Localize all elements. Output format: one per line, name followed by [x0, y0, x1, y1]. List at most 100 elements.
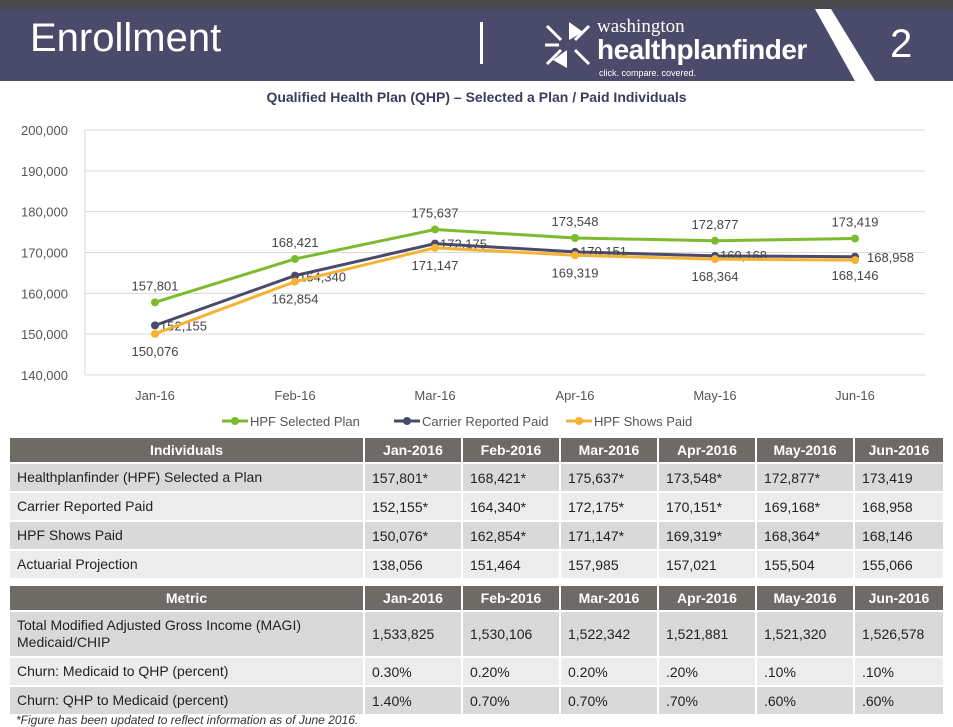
data-point	[151, 298, 159, 307]
x-tick-label: Mar-16	[414, 388, 455, 403]
table-cell: .10%	[757, 658, 853, 685]
row-label: HPF Shows Paid	[10, 522, 363, 549]
column-header: Apr-2016	[659, 438, 755, 462]
table-cell: 138,056	[365, 551, 461, 578]
data-label: 157,801	[132, 278, 179, 293]
table-row: Churn: Medicaid to QHP (percent) 0.30% 0.2…	[10, 658, 943, 685]
column-header: Metric	[10, 586, 363, 610]
data-point	[431, 243, 439, 252]
x-tick-label: May-16	[693, 388, 736, 403]
table-cell: 168,364*	[757, 522, 853, 549]
data-label: 173,419	[832, 215, 879, 230]
row-label: Churn: Medicaid to QHP (percent)	[10, 658, 363, 685]
column-header: Mar-2016	[561, 438, 657, 462]
table-cell: 168,421*	[463, 464, 559, 491]
data-point	[851, 256, 859, 265]
table-row: Carrier Reported Paid 152,155* 164,340* 172…	[10, 493, 943, 520]
y-tick-label: 170,000	[21, 246, 68, 261]
series-line-1	[154, 242, 856, 327]
table-cell: 1,522,342	[561, 612, 657, 656]
logo-star-icon	[545, 22, 591, 68]
table-cell: 169,168*	[757, 493, 853, 520]
legend-marker	[575, 417, 583, 425]
data-point	[291, 254, 299, 263]
table-row: Healthplanfinder (HPF) Selected a Plan 15…	[10, 464, 943, 491]
table-cell: 168,146	[855, 522, 943, 549]
table-cell: 1,533,825	[365, 612, 461, 656]
legend-marker	[231, 417, 239, 425]
table-cell: .60%	[757, 687, 853, 714]
table-cell: 172,877*	[757, 464, 853, 491]
data-label: 175,637	[412, 205, 459, 220]
data-point	[291, 277, 299, 286]
data-point	[431, 225, 439, 234]
data-point	[851, 234, 859, 243]
data-label: 168,958	[867, 250, 914, 265]
table-cell: 1,526,578	[855, 612, 943, 656]
header-banner	[0, 9, 953, 81]
page-number: 2	[890, 22, 913, 66]
y-tick-label: 200,000	[21, 123, 68, 138]
data-label: 168,146	[832, 268, 879, 283]
table-cell: 173,419	[855, 464, 943, 491]
row-label: Carrier Reported Paid	[10, 493, 363, 520]
page-title: Enrollment	[30, 16, 222, 60]
table-cell: 155,504	[757, 551, 853, 578]
table-cell: .10%	[855, 658, 943, 685]
column-header: Feb-2016	[463, 586, 559, 610]
data-label: 169,319	[552, 265, 599, 280]
column-header: Mar-2016	[561, 586, 657, 610]
y-tick-label: 160,000	[21, 286, 68, 301]
individuals-table: Individuals Jan-2016 Feb-2016 Mar-2016 Apr-2…	[8, 436, 945, 580]
column-header: Feb-2016	[463, 438, 559, 462]
row-label: Churn: QHP to Medicaid (percent)	[10, 687, 363, 714]
y-tick-label: 140,000	[21, 368, 68, 383]
row-label: Actuarial Projection	[10, 551, 363, 578]
column-header: Jan-2016	[365, 586, 461, 610]
table-cell: 0.20%	[561, 658, 657, 685]
table-header-row: Individuals Jan-2016 Feb-2016 Mar-2016 Apr-2…	[10, 438, 943, 462]
table-cell: 162,854*	[463, 522, 559, 549]
data-point	[711, 255, 719, 264]
x-tick-label: Apr-16	[555, 388, 594, 403]
x-tick-label: Jan-16	[135, 388, 175, 403]
row-label: Total Modified Adjusted Gross Income (MA…	[10, 612, 363, 656]
table-cell: 173,548*	[659, 464, 755, 491]
table-cell: 151,464	[463, 551, 559, 578]
data-label: 150,076	[132, 344, 179, 359]
data-point	[151, 321, 159, 330]
table-cell: 1.40%	[365, 687, 461, 714]
table-cell: 175,637*	[561, 464, 657, 491]
column-header: Apr-2016	[659, 586, 755, 610]
column-header: Jun-2016	[855, 438, 943, 462]
logo-line1: washington	[597, 16, 685, 37]
table-cell: 1,521,320	[757, 612, 853, 656]
column-header: Individuals	[10, 438, 363, 462]
legend-label: Carrier Reported Paid	[422, 414, 548, 429]
y-tick-label: 150,000	[21, 327, 68, 342]
table-cell: 169,319*	[659, 522, 755, 549]
table-cell: 1,530,106	[463, 612, 559, 656]
table-cell: .60%	[855, 687, 943, 714]
column-header: May-2016	[757, 586, 853, 610]
table-cell: 168,958	[855, 493, 943, 520]
table-cell: 157,801*	[365, 464, 461, 491]
metric-table: Metric Jan-2016 Feb-2016 Mar-2016 Apr-2016 Ma…	[8, 584, 945, 716]
column-header: Jan-2016	[365, 438, 461, 462]
top-strip	[0, 0, 953, 9]
data-label: 173,548	[552, 214, 599, 229]
table-header-row: Metric Jan-2016 Feb-2016 Mar-2016 Apr-2016 Ma…	[10, 586, 943, 610]
table-cell: 171,147*	[561, 522, 657, 549]
table-cell: 1,521,881	[659, 612, 755, 656]
data-point	[571, 234, 579, 243]
data-label: 168,421	[272, 235, 319, 250]
legend-marker	[403, 417, 411, 425]
table-cell: 157,985	[561, 551, 657, 578]
row-label: Healthplanfinder (HPF) Selected a Plan	[10, 464, 363, 491]
table-cell: 0.30%	[365, 658, 461, 685]
table-row: Churn: QHP to Medicaid (percent) 1.40% 0.7…	[10, 687, 943, 714]
table-cell: 172,175*	[561, 493, 657, 520]
data-point	[711, 236, 719, 245]
logo-tagline: click. compare. covered.	[599, 68, 697, 78]
data-label: 168,364	[692, 269, 739, 284]
